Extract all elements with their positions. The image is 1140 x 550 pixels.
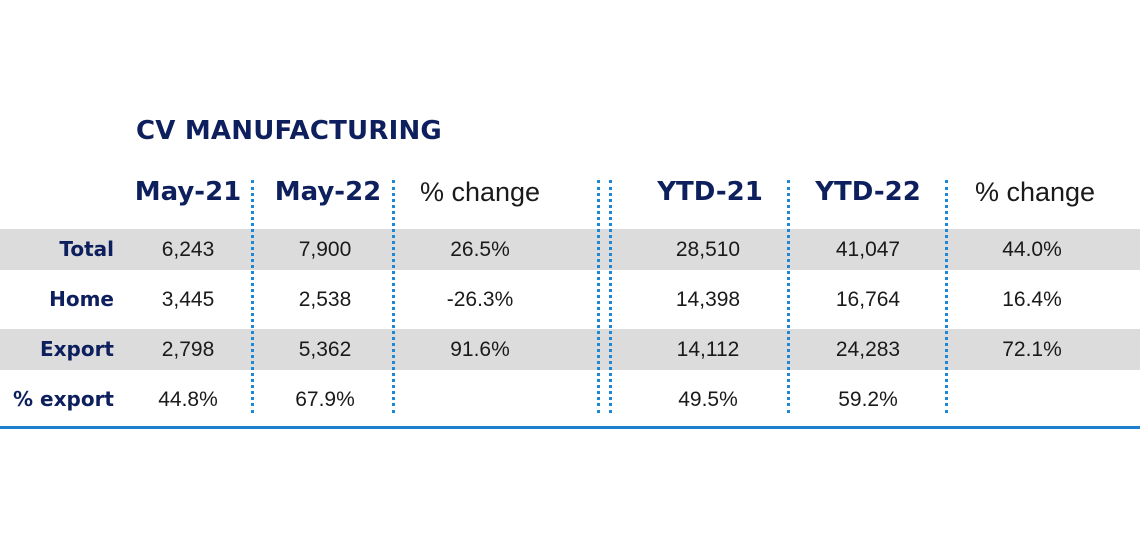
header-ytd-22: YTD-22 xyxy=(815,177,921,207)
cell-may-21: 2,798 xyxy=(161,338,215,361)
cell-pct-ytd: 72.1% xyxy=(1002,338,1062,361)
cell-pct-month: 26.5% xyxy=(450,238,510,261)
cell-may-22: 2,538 xyxy=(298,288,352,311)
row-label: Home xyxy=(49,287,114,311)
table-row: Total 6,243 7,900 26.5% 28,510 41,047 44… xyxy=(0,229,1140,270)
row-band-export xyxy=(0,329,1140,370)
cell-may-21: 44.8% xyxy=(158,388,218,411)
cell-pct-ytd xyxy=(972,379,1092,420)
header-may-22: May-22 xyxy=(274,177,382,207)
cell-ytd-21: 14,398 xyxy=(675,288,741,311)
column-separator xyxy=(597,180,600,413)
row-label: Export xyxy=(39,337,114,361)
row-label: % export xyxy=(13,387,114,411)
column-separator xyxy=(787,180,790,413)
cell-ytd-22: 41,047 xyxy=(835,238,901,261)
column-separator xyxy=(392,180,395,413)
cell-ytd-22: 24,283 xyxy=(835,338,901,361)
header-pct-change-month: % change xyxy=(419,177,541,207)
table-row: Home 3,445 2,538 -26.3% 14,398 16,764 16… xyxy=(0,279,1140,320)
cell-may-22: 67.9% xyxy=(295,388,355,411)
cell-ytd-21: 14,112 xyxy=(676,338,740,361)
cell-pct-ytd: 44.0% xyxy=(1002,238,1062,261)
row-label: Total xyxy=(59,237,114,261)
cell-ytd-21: 49.5% xyxy=(678,388,738,411)
cell-pct-month: -26.3% xyxy=(446,288,514,311)
column-separator xyxy=(945,180,948,413)
cell-pct-ytd: 16.4% xyxy=(1002,288,1062,311)
table-row: % export 44.8% 67.9% 49.5% 59.2% xyxy=(0,379,1140,420)
table-bottom-rule xyxy=(0,426,1140,429)
column-separator xyxy=(609,180,612,413)
cell-may-21: 3,445 xyxy=(161,288,215,311)
header-may-21: May-21 xyxy=(134,177,242,207)
column-separator xyxy=(251,180,254,413)
header-ytd-21: YTD-21 xyxy=(657,177,763,207)
cell-ytd-22: 16,764 xyxy=(835,288,901,311)
cell-pct-month xyxy=(420,379,540,420)
cell-may-21: 6,243 xyxy=(161,238,215,261)
cell-may-22: 5,362 xyxy=(298,338,352,361)
header-pct-change-ytd: % change xyxy=(974,177,1096,207)
cell-ytd-22: 59.2% xyxy=(838,388,898,411)
cell-may-22: 7,900 xyxy=(298,238,352,261)
table-row: Export 2,798 5,362 91.6% 14,112 24,283 7… xyxy=(0,329,1140,370)
table-title: CV MANUFACTURING xyxy=(136,116,442,146)
cell-pct-month: 91.6% xyxy=(450,338,510,361)
cell-ytd-21: 28,510 xyxy=(675,238,741,261)
row-band-total xyxy=(0,229,1140,270)
